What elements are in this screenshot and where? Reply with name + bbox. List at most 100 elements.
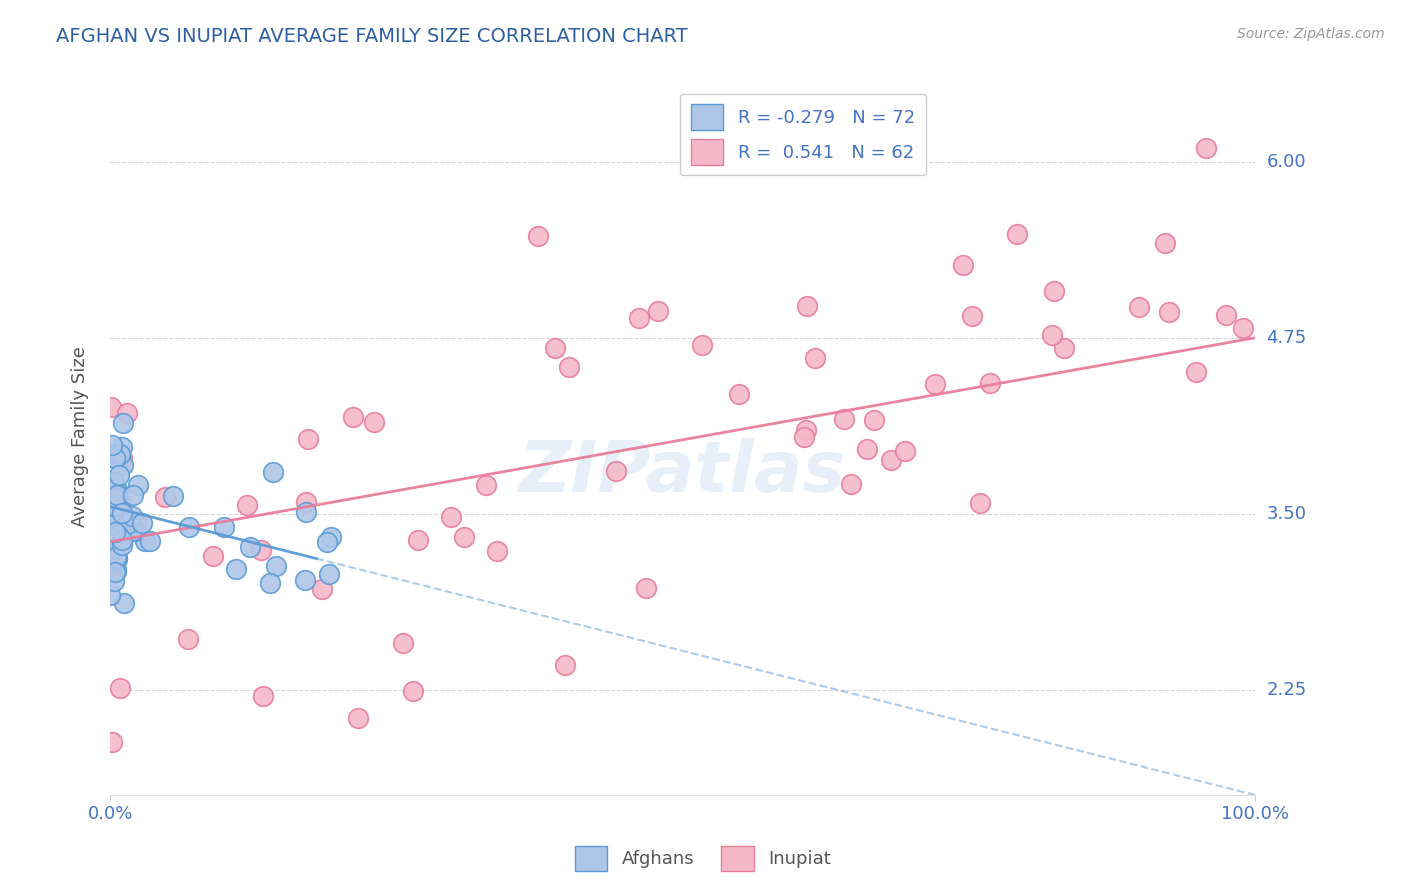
Point [104, 491, 127, 506]
Text: 6.00: 6.00 [1267, 153, 1306, 171]
Point [316, 534, 339, 549]
Point [104, 524, 127, 539]
Point [108, 467, 131, 482]
Point [100, 537, 122, 551]
Point [627, 310, 650, 325]
Point [114, 526, 136, 541]
Point [103, 541, 125, 556]
Point [239, 540, 262, 554]
Point [1184, 365, 1206, 379]
Point [105, 483, 128, 498]
Point [111, 451, 134, 466]
Text: ZIPatlas: ZIPatlas [519, 438, 846, 507]
Point [485, 543, 508, 558]
Point [1232, 321, 1254, 335]
Point [105, 563, 128, 577]
Point [440, 509, 463, 524]
Y-axis label: Average Family Size: Average Family Size [72, 346, 89, 526]
Text: Source: ZipAtlas.com: Source: ZipAtlas.com [1237, 27, 1385, 41]
Point [647, 304, 669, 318]
Point [1040, 328, 1063, 343]
Point [392, 636, 415, 650]
Text: 3.50: 3.50 [1267, 505, 1306, 523]
Point [177, 632, 200, 647]
Point [111, 533, 134, 548]
Text: AFGHAN VS INUPIAT AVERAGE FAMILY SIZE CORRELATION CHART: AFGHAN VS INUPIAT AVERAGE FAMILY SIZE CO… [56, 27, 688, 45]
Point [103, 574, 125, 589]
Point [924, 376, 946, 391]
Point [134, 534, 156, 549]
Point [112, 417, 135, 431]
Point [103, 447, 125, 461]
Point [100, 450, 122, 464]
Point [101, 498, 124, 512]
Point [98, 588, 121, 602]
Point [1128, 300, 1150, 314]
Point [155, 491, 177, 505]
Point [131, 516, 153, 530]
Point [1154, 235, 1177, 250]
Point [527, 229, 550, 244]
Point [111, 440, 134, 454]
Point [105, 525, 128, 540]
Point [297, 433, 319, 447]
Point [321, 530, 343, 544]
Point [880, 453, 903, 467]
Point [105, 552, 128, 566]
Point [104, 516, 127, 531]
Point [121, 524, 143, 538]
Point [104, 500, 127, 514]
Point [794, 424, 817, 438]
Point [104, 450, 127, 465]
Point [318, 567, 340, 582]
Point [201, 549, 224, 563]
Point [103, 513, 125, 527]
Point [101, 524, 124, 539]
Point [554, 657, 576, 672]
Point [475, 477, 498, 491]
Point [104, 483, 127, 498]
Point [832, 412, 855, 426]
Point [101, 533, 124, 547]
Point [295, 505, 318, 519]
Point [342, 410, 364, 425]
Point [121, 508, 143, 523]
Point [108, 447, 131, 461]
Point [235, 498, 257, 512]
Point [103, 475, 125, 489]
Point [264, 559, 287, 574]
Point [894, 443, 917, 458]
Point [259, 576, 281, 591]
Point [107, 484, 129, 499]
Point [252, 689, 274, 703]
Point [690, 338, 713, 352]
Point [453, 531, 475, 545]
Point [1159, 305, 1181, 319]
Point [105, 516, 128, 530]
Point [124, 516, 146, 530]
Point [124, 524, 146, 538]
Point [115, 516, 138, 531]
Legend: R = -0.279   N = 72, R =  0.541   N = 62: R = -0.279 N = 72, R = 0.541 N = 62 [679, 94, 925, 176]
Point [1053, 341, 1076, 355]
Point [110, 449, 132, 463]
Point [979, 376, 1001, 391]
Point [162, 489, 184, 503]
Point [225, 562, 247, 576]
Point [100, 401, 122, 415]
Point [406, 533, 429, 547]
Point [605, 464, 627, 478]
Point [804, 351, 827, 366]
Point [104, 560, 127, 574]
Point [105, 551, 128, 566]
Point [862, 413, 884, 427]
Point [214, 519, 236, 533]
Point [103, 496, 125, 510]
Point [347, 711, 370, 725]
Point [841, 477, 863, 491]
Point [104, 481, 127, 495]
Point [101, 488, 124, 502]
Point [115, 406, 138, 420]
Point [544, 341, 567, 355]
Point [100, 527, 122, 541]
